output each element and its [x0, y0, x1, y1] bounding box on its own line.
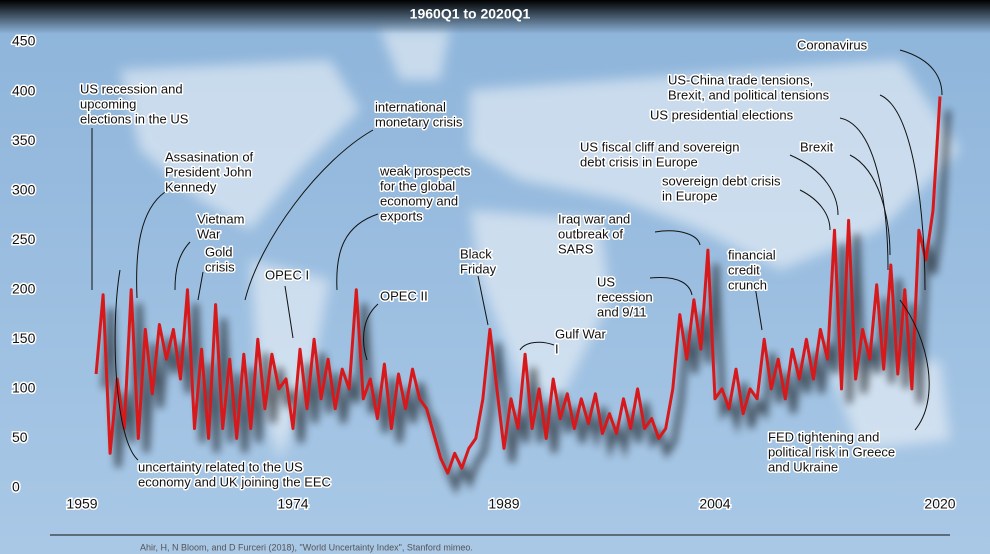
annotation-leader: [136, 191, 166, 299]
annotation: Assasination of: [165, 149, 254, 164]
annotation: US recession and: [80, 81, 183, 96]
y-tick-label: 0: [12, 479, 20, 495]
annotation-leader: [336, 213, 379, 291]
annotation: OPEC II: [380, 288, 428, 303]
x-tick-label: 1989: [488, 496, 519, 512]
annotation: I: [555, 341, 559, 356]
annotation-leader: [879, 94, 926, 291]
line-shadow: [101, 110, 951, 495]
annotation-leader: [284, 285, 294, 339]
annotation-leader: [363, 303, 379, 361]
title-bar: [0, 0, 990, 34]
y-tick-label: 350: [12, 132, 36, 148]
annotation: for the global: [380, 178, 455, 193]
annotation: economy and: [380, 193, 458, 208]
y-tick-label: 100: [12, 380, 36, 396]
annotation: crunch: [728, 277, 767, 292]
annotation: SARS: [558, 241, 594, 256]
annotation: debt crisis in Europe: [580, 154, 698, 169]
annotation-leader: [174, 241, 191, 291]
annotation-leader: [899, 299, 930, 431]
annotation: upcoming: [80, 96, 136, 111]
annotation-leader: [197, 271, 204, 301]
annotation: Brexit, and political tensions: [668, 87, 830, 102]
annotation: sovereign debt crisis: [662, 173, 781, 188]
annotation: and Ukraine: [768, 459, 838, 474]
x-tick-label: 1959: [66, 496, 97, 512]
annotation: recession: [597, 289, 653, 304]
annotation: US: [597, 274, 615, 289]
y-tick-label: 50: [12, 429, 28, 445]
y-tick-label: 450: [12, 33, 36, 49]
y-tick-label: 300: [12, 181, 36, 197]
annotation: uncertainty related to the US: [138, 459, 303, 474]
annotation: Brexit: [800, 139, 834, 154]
annotation: FED tightening and: [768, 429, 879, 444]
annotation-leader: [519, 341, 555, 351]
annotation-leader: [654, 230, 701, 246]
annotation: weak prospects: [379, 163, 471, 178]
annotation: President John: [165, 164, 252, 179]
annotation: Friday: [460, 261, 497, 276]
annotation-leader: [839, 117, 889, 271]
chart-title: 1960Q1 to 2020Q1: [410, 6, 531, 22]
x-tick-label: 2020: [924, 496, 955, 512]
source: Ahir, H, N Bloom, and D Furceri (2018), …: [140, 542, 473, 552]
annotation: outbreak of: [558, 226, 623, 241]
annotation: Vietnam: [197, 211, 244, 226]
annotation: in Europe: [662, 188, 718, 203]
y-tick-label: 150: [12, 330, 36, 346]
annotation: War: [197, 226, 221, 241]
annotation: Black: [460, 246, 492, 261]
y-tick-label: 200: [12, 280, 36, 296]
annotation-leader: [244, 129, 374, 301]
y-tick-label: 400: [12, 82, 36, 98]
annotation: financial: [728, 247, 776, 262]
annotation-leader: [789, 154, 839, 216]
annotation: exports: [380, 208, 423, 223]
annotation: economy and UK joining the EEC: [138, 474, 331, 489]
x-tick-label: 1974: [277, 496, 308, 512]
annotation-leader: [114, 269, 139, 461]
data-line: [94, 96, 942, 475]
annotation: Gold: [205, 244, 232, 259]
annotation: US presidential elections: [650, 107, 794, 122]
annotation-leader: [649, 276, 693, 296]
annotation-leader: [799, 189, 831, 231]
annotation-leader: [849, 154, 891, 256]
annotation: elections in the US: [80, 111, 189, 126]
y-tick-label: 250: [12, 231, 36, 247]
annotation: and 9/11: [597, 304, 647, 319]
annotation-leader: [899, 49, 943, 96]
annotation: US fiscal cliff and sovereign: [580, 139, 739, 154]
annotation: Kennedy: [165, 179, 217, 194]
annotation-leader: [754, 285, 763, 331]
annotation: monetary crisis: [375, 114, 463, 129]
annotation: Gulf War: [555, 326, 606, 341]
annotation: international: [375, 99, 446, 114]
annotation: crisis: [205, 259, 235, 274]
annotation: US-China trade tensions,: [668, 72, 813, 87]
annotation: political risk in Greece: [768, 444, 895, 459]
x-tick-label: 2004: [699, 496, 730, 512]
annotation: Iraq war and: [558, 211, 630, 226]
annotation: Coronavirus: [797, 37, 868, 52]
annotation: credit: [728, 262, 760, 277]
annotation-leader: [477, 275, 489, 326]
annotation: OPEC I: [265, 267, 309, 282]
